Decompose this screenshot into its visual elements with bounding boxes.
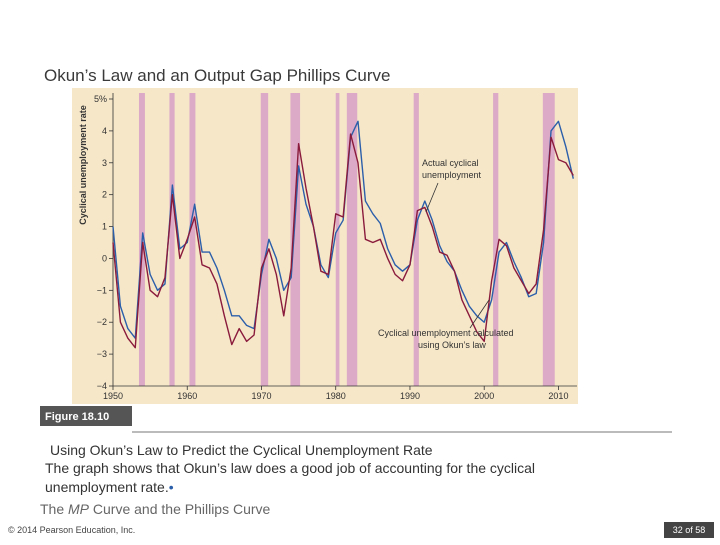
- recession-band: [290, 93, 301, 386]
- body-text: unemployment rate.•: [45, 479, 174, 495]
- annotation-leader: [425, 182, 439, 213]
- body-text: The graph shows that Okun’s law does a g…: [45, 460, 535, 476]
- body-text: unemployment rate.: [45, 479, 169, 495]
- y-tick-label: −1: [97, 285, 107, 295]
- x-tick-label: 2010: [548, 391, 568, 401]
- y-tick-label: 1: [102, 222, 107, 232]
- bullet: •: [169, 479, 174, 495]
- y-tick-label: 3: [102, 158, 107, 168]
- recession-band: [542, 93, 555, 386]
- annotation: Cyclical unemployment calculated: [378, 328, 514, 338]
- x-tick-label: 1980: [326, 391, 346, 401]
- x-tick-label: 1970: [251, 391, 271, 401]
- annotation: unemployment: [422, 170, 482, 180]
- page-box: [664, 522, 714, 538]
- y-tick-label: −3: [97, 349, 107, 359]
- x-tick-label: 1950: [103, 391, 123, 401]
- y-axis-label: Cyclical unemployment rate: [78, 105, 88, 225]
- y-tick-label: −2: [97, 317, 107, 327]
- annotation: using Okun’s law: [418, 340, 486, 350]
- y-tick-label: 5%: [94, 94, 107, 104]
- x-tick-label: 1960: [177, 391, 197, 401]
- footer-part: MP: [68, 501, 90, 517]
- copyright: © 2014 Pearson Education, Inc.: [8, 525, 135, 535]
- y-tick-label: −4: [97, 381, 107, 391]
- recession-band: [260, 93, 269, 386]
- annotation: Actual cyclical: [422, 158, 479, 168]
- recession-band: [335, 93, 340, 386]
- recession-band: [493, 93, 499, 386]
- y-tick-label: 4: [102, 126, 107, 136]
- page-number: 32 of 58: [673, 525, 706, 535]
- caption: Using Okun’s Law to Predict the Cyclical…: [50, 442, 433, 458]
- footer-part: The: [40, 501, 68, 517]
- recession-band: [189, 93, 196, 386]
- figure-label-box: [40, 406, 132, 426]
- slide-title: Okun’s Law and an Output Gap Phillips Cu…: [44, 66, 391, 85]
- recession-band: [169, 93, 175, 386]
- footer-part: Curve and the Phillips Curve: [89, 501, 271, 517]
- annotation-leader: [469, 299, 490, 329]
- recession-band: [413, 93, 419, 386]
- x-tick-label: 1990: [400, 391, 420, 401]
- figure-label: Figure 18.10: [45, 411, 109, 423]
- x-tick-label: 2000: [474, 391, 494, 401]
- series-line: [112, 133, 574, 349]
- y-tick-label: 2: [102, 190, 107, 200]
- chart-background: [72, 88, 578, 404]
- y-tick-label: 0: [102, 253, 107, 263]
- footer-title: The MP Curve and the Phillips Curve: [40, 501, 271, 517]
- recession-band: [346, 93, 358, 386]
